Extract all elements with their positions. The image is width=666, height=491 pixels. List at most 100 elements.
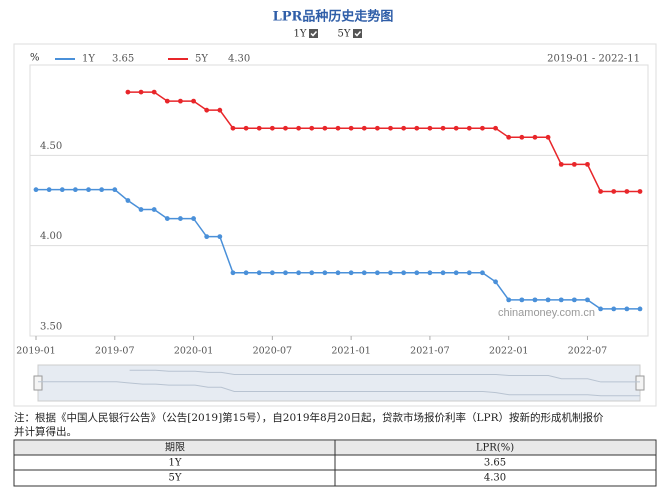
- data-point: [361, 125, 367, 131]
- watermark: chinamoney.com.cn: [498, 307, 595, 319]
- x-tick-label: 2019-07: [95, 346, 134, 357]
- table: 期限 LPR(%) 1Y 3.65 5Y 4.30: [13, 439, 657, 487]
- note-line: 注：根据《中国人民银行公告》（公告[2019]第15号），自2019年8月20日…: [14, 411, 604, 424]
- navigator-handle[interactable]: [33, 375, 43, 391]
- checkbox-label: 5Y: [338, 29, 351, 40]
- data-point: [99, 187, 105, 193]
- y-tick-label: 3.50: [40, 322, 62, 333]
- data-point: [624, 306, 630, 312]
- data-point: [243, 270, 249, 276]
- data-point: [348, 270, 354, 276]
- data-point: [519, 134, 525, 140]
- data-point: [545, 134, 551, 140]
- data-point: [624, 189, 630, 194]
- data-point: [558, 161, 564, 167]
- table-cell: 5Y: [169, 473, 182, 484]
- data-point: [243, 125, 249, 131]
- plot: 3.50 4.00 4.50 2019-01 2019-07 2020-01 2020-07…: [16, 64, 649, 357]
- legend-label: 1Y: [82, 54, 95, 65]
- data-point: [519, 297, 525, 303]
- data-point: [466, 125, 472, 131]
- data-point: [348, 125, 354, 131]
- y-tick-label: 4.00: [40, 231, 62, 242]
- x-tick-label: 2020-01: [174, 346, 213, 357]
- chart-title: LPR品种历史走势图: [273, 9, 394, 25]
- data-point: [309, 270, 315, 276]
- x-tick-label: 2019-01: [16, 346, 55, 357]
- data-point: [585, 297, 590, 303]
- data-point: [571, 161, 577, 167]
- legend-label: 5Y: [195, 54, 208, 65]
- data-point: [388, 125, 393, 131]
- data-point: [178, 98, 183, 104]
- data-point: [59, 187, 65, 193]
- data-point: [217, 234, 223, 240]
- data-point: [480, 125, 485, 131]
- data-point: [33, 187, 39, 193]
- data-point: [493, 125, 498, 131]
- data-point: [86, 187, 91, 193]
- data-point: [283, 125, 288, 131]
- checkbox[interactable]: [309, 29, 318, 38]
- data-point: [453, 270, 459, 276]
- data-point: [598, 306, 604, 312]
- data-point: [598, 189, 604, 194]
- data-point: [296, 270, 302, 276]
- data-point: [230, 125, 236, 131]
- x-tick-label: 2020-07: [253, 346, 292, 357]
- data-point: [532, 134, 538, 140]
- data-point: [125, 89, 131, 95]
- data-point: [335, 270, 341, 276]
- note-line: 并计算得出。: [14, 425, 77, 438]
- data-point: [401, 270, 407, 276]
- data-point: [138, 89, 144, 95]
- data-point: [217, 107, 223, 113]
- data-point: [532, 297, 538, 303]
- y-tick-label: 4.50: [40, 141, 62, 152]
- navigator-handle[interactable]: [635, 375, 645, 391]
- data-point: [506, 297, 512, 303]
- data-point: [283, 270, 288, 276]
- data-point: [637, 306, 643, 312]
- data-point: [151, 207, 157, 212]
- data-point: [506, 134, 512, 140]
- data-point: [72, 187, 78, 193]
- data-point: [440, 125, 446, 131]
- data-point: [440, 270, 446, 276]
- data-point: [335, 125, 341, 131]
- checkbox[interactable]: [353, 29, 362, 38]
- data-point: [164, 216, 170, 221]
- plot-frame: [29, 64, 649, 337]
- data-point: [545, 297, 551, 303]
- data-point: [309, 125, 315, 131]
- data-point: [585, 161, 590, 167]
- data-point: [493, 279, 498, 285]
- data-point: [388, 270, 393, 276]
- data-point: [637, 189, 643, 194]
- table-cell: 4.30: [484, 473, 506, 484]
- data-point: [361, 270, 367, 276]
- date-range: 2019-01 - 2022-11: [547, 54, 640, 65]
- y-unit: %: [30, 53, 40, 64]
- x-tick-label: 2021-01: [331, 346, 370, 357]
- data-point: [269, 270, 275, 276]
- checkbox-label: 1Y: [294, 29, 307, 40]
- data-point: [151, 89, 157, 95]
- legend-value: 4.30: [228, 54, 250, 65]
- data-point: [256, 270, 262, 276]
- data-point: [374, 270, 380, 276]
- legend-value: 3.65: [112, 54, 134, 65]
- data-point: [178, 216, 183, 221]
- table-cell: 3.65: [484, 458, 506, 469]
- data-point: [230, 270, 236, 276]
- data-point: [191, 216, 196, 221]
- x-tick-label: 2022-07: [568, 346, 607, 357]
- checkmark: [354, 31, 362, 37]
- data-point: [46, 187, 52, 193]
- data-point: [611, 306, 617, 312]
- data-point: [401, 125, 407, 131]
- data-point: [466, 270, 472, 276]
- navigator-line: [129, 369, 640, 383]
- chart-frame: [13, 43, 657, 407]
